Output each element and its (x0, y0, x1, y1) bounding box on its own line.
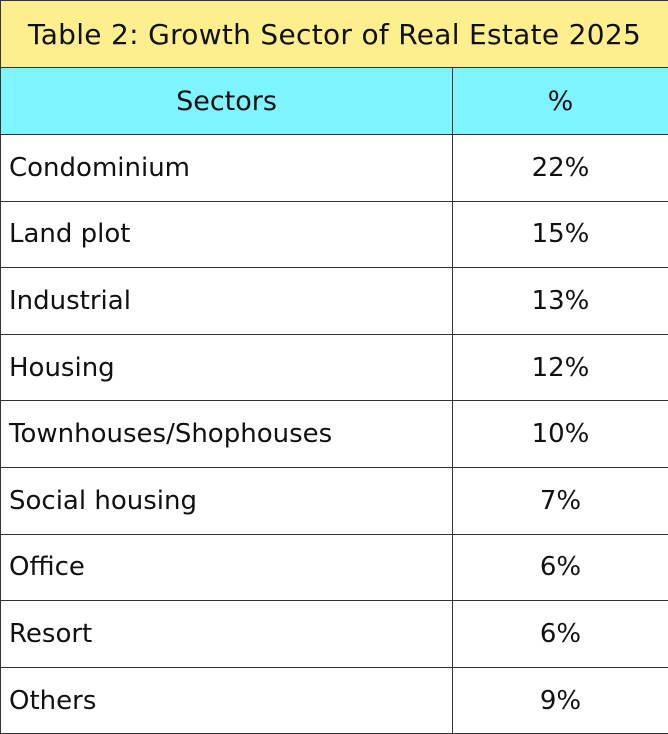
column-header-percent: % (452, 67, 668, 135)
table-title: Table 2: Growth Sector of Real Estate 20… (0, 0, 668, 68)
table-row: Social housing 7% (0, 466, 668, 535)
sector-cell: Social housing (0, 466, 453, 535)
sector-cell: Housing (0, 333, 453, 402)
percent-cell: 10% (452, 400, 668, 468)
percent-cell: 22% (452, 134, 668, 202)
percent-cell: 15% (452, 200, 668, 269)
table-row: Land plot 15% (0, 200, 668, 269)
sector-cell: Resort (0, 600, 453, 668)
sector-cell: Office (0, 533, 453, 602)
percent-cell: 9% (452, 666, 668, 734)
table-row: Office 6% (0, 533, 668, 602)
table-title-row: Table 2: Growth Sector of Real Estate 20… (0, 0, 668, 68)
sector-cell: Townhouses/Shophouses (0, 400, 453, 468)
sector-cell: Land plot (0, 200, 453, 269)
table-row: Others 9% (0, 666, 668, 734)
percent-cell: 13% (452, 267, 668, 335)
percent-cell: 7% (452, 466, 668, 535)
table-header-row: Sectors % (0, 67, 668, 135)
percent-cell: 12% (452, 333, 668, 402)
sector-cell: Industrial (0, 267, 453, 335)
table-row: Industrial 13% (0, 267, 668, 335)
table-row: Condominium 22% (0, 134, 668, 202)
percent-cell: 6% (452, 600, 668, 668)
sector-cell: Condominium (0, 134, 453, 202)
table-row: Townhouses/Shophouses 10% (0, 400, 668, 468)
table-row: Housing 12% (0, 333, 668, 402)
table-row: Resort 6% (0, 600, 668, 668)
percent-cell: 6% (452, 533, 668, 602)
sector-cell: Others (0, 666, 453, 734)
column-header-sectors: Sectors (0, 67, 453, 135)
